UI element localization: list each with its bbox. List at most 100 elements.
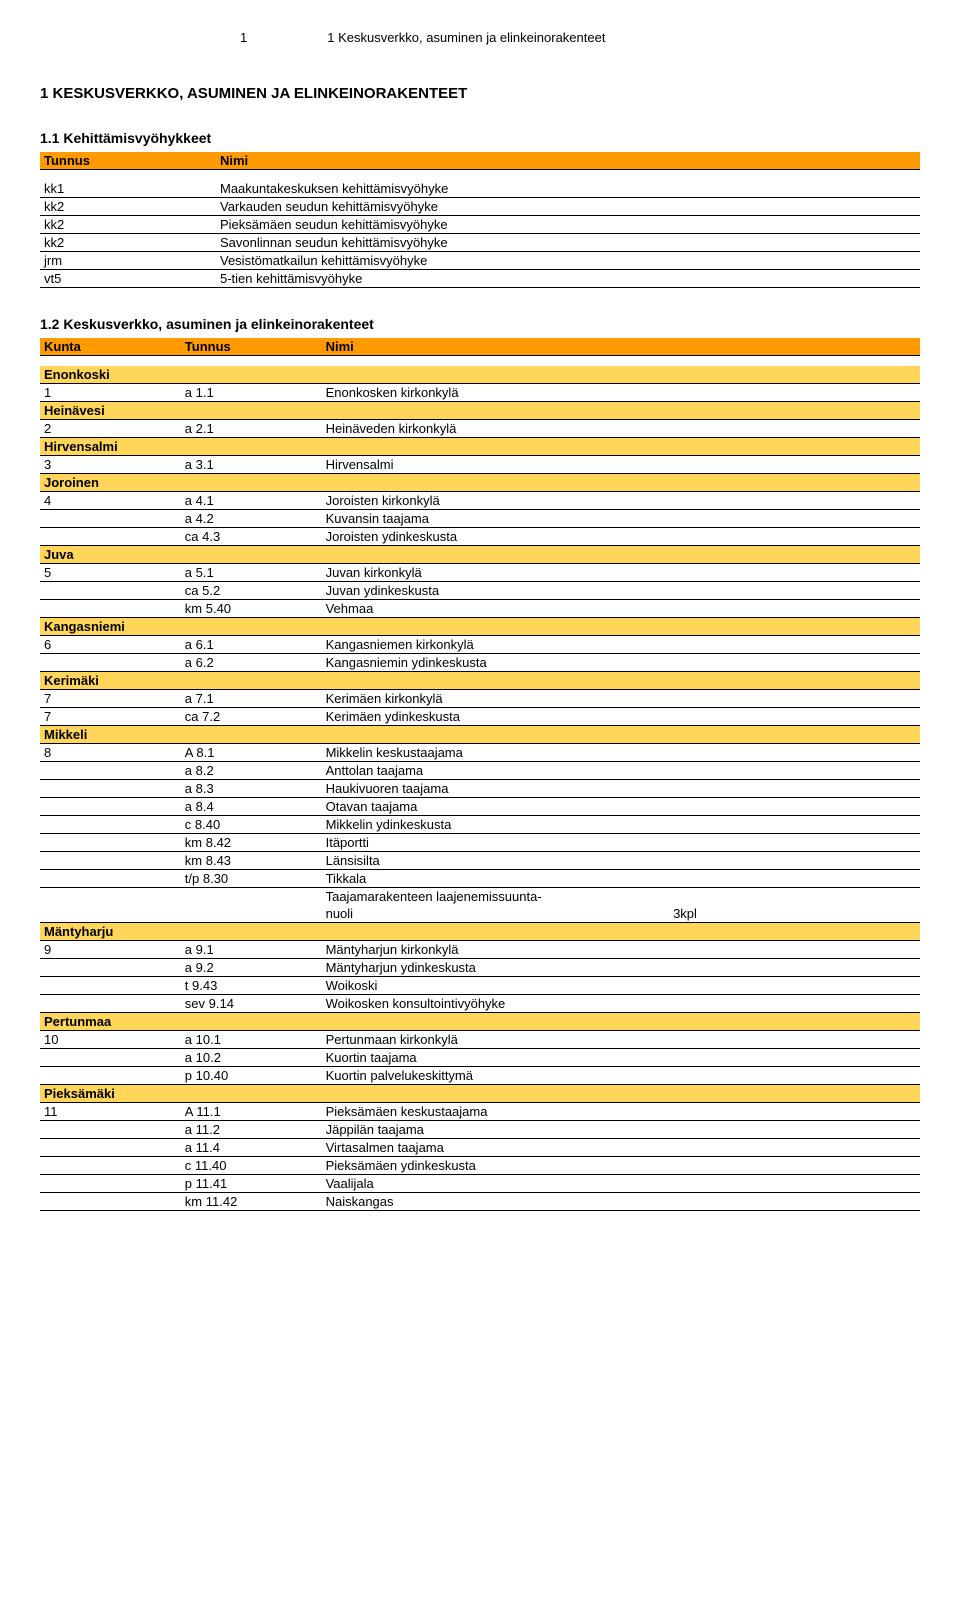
cell-nimi: Mikkelin keskustaajama	[322, 744, 920, 762]
cell-kunta: 7	[40, 690, 181, 708]
cell-nimi: Mikkelin ydinkeskusta	[322, 816, 920, 834]
section-row: Mikkeli	[40, 726, 920, 744]
table-row: sev 9.14Woikosken konsultointivyöhyke	[40, 995, 920, 1013]
cell-kunta	[40, 528, 181, 546]
table-row: p 11.41Vaalijala	[40, 1175, 920, 1193]
cell-tunnus: A 11.1	[181, 1103, 322, 1121]
col-tunnus: Tunnus	[181, 338, 322, 356]
cell-kunta: 11	[40, 1103, 181, 1121]
cell-nimi: Taajamarakenteen laajenemissuunta-	[322, 888, 920, 906]
cell-nimi: Naiskangas	[322, 1193, 920, 1211]
cell-nimi: Joroisten kirkonkylä	[322, 492, 920, 510]
cell-tunnus: A 8.1	[181, 744, 322, 762]
cell-kunta	[40, 1157, 181, 1175]
table-row: 10a 10.1Pertunmaan kirkonkylä	[40, 1031, 920, 1049]
section-row: Joroinen	[40, 474, 920, 492]
header-section-title: 1 Keskusverkko, asuminen ja elinkeinorak…	[327, 30, 605, 45]
cell-tunnus: a 10.2	[181, 1049, 322, 1067]
cell-tunnus: a 3.1	[181, 456, 322, 474]
main-heading: 1 KESKUSVERKKO, ASUMINEN JA ELINKEINORAK…	[40, 85, 920, 102]
cell-tunnus: a 8.3	[181, 780, 322, 798]
table-row: kk2Pieksämäen seudun kehittämisvyöhyke	[40, 216, 920, 234]
cell-nimi: Pieksämäen keskustaajama	[322, 1103, 920, 1121]
cell-nimi: Länsisilta	[322, 852, 920, 870]
table-row: 7ca 7.2Kerimäen ydinkeskusta	[40, 708, 920, 726]
cell-tunnus: a 6.2	[181, 654, 322, 672]
cell-kunta: 10	[40, 1031, 181, 1049]
table-row: 2a 2.1Heinäveden kirkonkylä	[40, 420, 920, 438]
cell-nimi: Mäntyharjun ydinkeskusta	[322, 959, 920, 977]
cell-tunnus: a 4.2	[181, 510, 322, 528]
section-row: Pieksämäki	[40, 1085, 920, 1103]
cell-nimi: Otavan taajama	[322, 798, 920, 816]
cell-kunta	[40, 977, 181, 995]
table-row: jrmVesistömatkailun kehittämisvyöhyke	[40, 252, 920, 270]
cell-kunta	[40, 1193, 181, 1211]
cell-kunta	[40, 816, 181, 834]
cell-nimi: Woikosken konsultointivyöhyke	[322, 995, 920, 1013]
cell-nimi: Hirvensalmi	[322, 456, 920, 474]
table-row: kk2Savonlinnan seudun kehittämisvyöhyke	[40, 234, 920, 252]
cell-tunnus: c 8.40	[181, 816, 322, 834]
section-name: Enonkoski	[40, 366, 920, 384]
cell-kunta	[40, 762, 181, 780]
cell-kunta: 7	[40, 708, 181, 726]
cell-nimi: Tikkala	[322, 870, 920, 888]
cell-tunnus: a 1.1	[181, 384, 322, 402]
cell-kunta: 9	[40, 941, 181, 959]
section-row: Heinävesi	[40, 402, 920, 420]
cell-nimi: Vehmaa	[322, 600, 920, 618]
cell-tunnus: a 8.4	[181, 798, 322, 816]
table-row: kk2Varkauden seudun kehittämisvyöhyke	[40, 198, 920, 216]
cell-kunta	[40, 1049, 181, 1067]
col-nimi: Nimi	[322, 338, 920, 356]
cell-kunta	[40, 600, 181, 618]
section-name: Mikkeli	[40, 726, 920, 744]
cell-tunnus	[181, 888, 322, 906]
col-kunta: Kunta	[40, 338, 181, 356]
cell-tunnus: a 2.1	[181, 420, 322, 438]
cell-tunnus: a 11.2	[181, 1121, 322, 1139]
cell-tunnus: a 4.1	[181, 492, 322, 510]
table-keskusverkko: Kunta Tunnus Nimi Enonkoski1a 1.1Enonkos…	[40, 338, 920, 1211]
table-header-row: Kunta Tunnus Nimi	[40, 338, 920, 356]
cell-nimi: Pieksämäen seudun kehittämisvyöhyke	[216, 216, 920, 234]
cell-nimi: Juvan kirkonkylä	[322, 564, 920, 582]
cell-tunnus: t/p 8.30	[181, 870, 322, 888]
table-kehittamisvyohykkeet: Tunnus Nimi kk1Maakuntakeskuksen kehittä…	[40, 152, 920, 288]
page-number: 1	[240, 30, 247, 45]
cell-kunta	[40, 654, 181, 672]
cell-nimi: Kangasniemin ydinkeskusta	[322, 654, 920, 672]
table-row: p 10.40Kuortin palvelukeskittymä	[40, 1067, 920, 1085]
section-row: Hirvensalmi	[40, 438, 920, 456]
cell-tunnus: t 9.43	[181, 977, 322, 995]
table-row: 3a 3.1Hirvensalmi	[40, 456, 920, 474]
section-row: Enonkoski	[40, 366, 920, 384]
cell-tunnus: a 8.2	[181, 762, 322, 780]
cell-nimi: Juvan ydinkeskusta	[322, 582, 920, 600]
cell-nimi: Heinäveden kirkonkylä	[322, 420, 920, 438]
cell-tunnus: kk2	[40, 216, 216, 234]
subheading-1-2: 1.2 Keskusverkko, asuminen ja elinkeinor…	[40, 316, 920, 332]
cell-nimi: Maakuntakeskuksen kehittämisvyöhyke	[216, 180, 920, 198]
cell-kunta: 1	[40, 384, 181, 402]
cell-nimi: Varkauden seudun kehittämisvyöhyke	[216, 198, 920, 216]
cell-tunnus: c 11.40	[181, 1157, 322, 1175]
cell-tunnus: a 9.1	[181, 941, 322, 959]
cell-tunnus: ca 5.2	[181, 582, 322, 600]
cell-kunta	[40, 852, 181, 870]
cell-kunta	[40, 905, 181, 923]
cell-kunta: 6	[40, 636, 181, 654]
cell-kunta	[40, 1067, 181, 1085]
cell-kunta: 5	[40, 564, 181, 582]
cell-tunnus	[181, 905, 322, 923]
section-row: Juva	[40, 546, 920, 564]
section-name: Heinävesi	[40, 402, 920, 420]
table-row: t/p 8.30Tikkala	[40, 870, 920, 888]
section-name: Pieksämäki	[40, 1085, 920, 1103]
cell-tunnus: p 11.41	[181, 1175, 322, 1193]
cell-tunnus: ca 7.2	[181, 708, 322, 726]
cell-kunta	[40, 780, 181, 798]
cell-nimi: 5-tien kehittämisvyöhyke	[216, 270, 920, 288]
section-name: Joroinen	[40, 474, 920, 492]
